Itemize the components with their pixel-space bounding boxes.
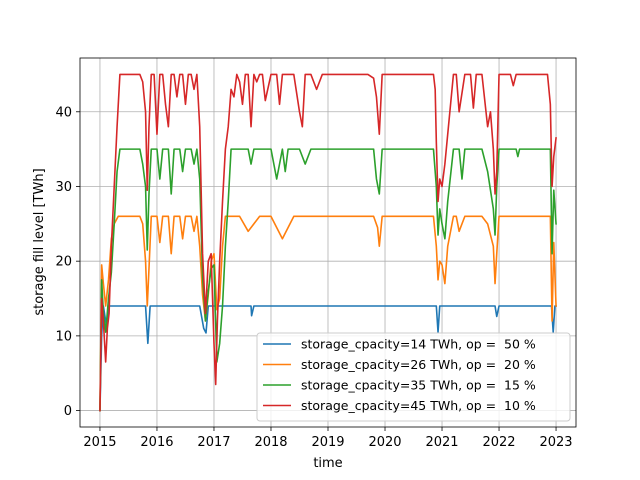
- x-tick-label: 2019: [311, 435, 344, 450]
- legend: storage_cpacity=14 TWh, op = 50 % storage…: [256, 332, 571, 422]
- x-tick-label: 2023: [539, 435, 572, 450]
- y-tick-label: 20: [55, 255, 72, 270]
- x-tick-label: 2015: [83, 435, 116, 450]
- x-tick-label: 2016: [140, 435, 173, 450]
- legend-label: storage_cpacity=35 TWh, op = 15 %: [301, 378, 536, 393]
- x-tick-label: 2022: [482, 435, 515, 450]
- legend-box: [256, 332, 571, 422]
- series-line-3: [99, 73, 557, 412]
- x-axis: 2015 2016 2017 2018 2019 2020 2021 2022 2023: [83, 427, 573, 450]
- x-tick-label: 2018: [254, 435, 287, 450]
- series-group: [99, 73, 557, 412]
- x-tick-label: 2021: [425, 435, 458, 450]
- y-tick-label: 10: [55, 329, 72, 344]
- legend-label: storage_cpacity=26 TWh, op = 20 %: [301, 357, 536, 372]
- y-axis: 0 10 20 30 40: [55, 105, 80, 419]
- x-axis-label: time: [313, 456, 342, 471]
- series-line-0: [99, 305, 557, 412]
- series-line-2: [99, 148, 557, 412]
- legend-label: storage_cpacity=14 TWh, op = 50 %: [301, 337, 536, 352]
- y-tick-label: 30: [55, 180, 72, 195]
- y-tick-label: 40: [55, 105, 72, 120]
- x-tick-label: 2017: [197, 435, 230, 450]
- series-line-1: [99, 215, 557, 412]
- y-axis-label: storage fill level [TWh]: [32, 168, 47, 315]
- x-tick-label: 2020: [368, 435, 401, 450]
- y-tick-label: 0: [64, 404, 72, 419]
- legend-label: storage_cpacity=45 TWh, op = 10 %: [301, 398, 536, 413]
